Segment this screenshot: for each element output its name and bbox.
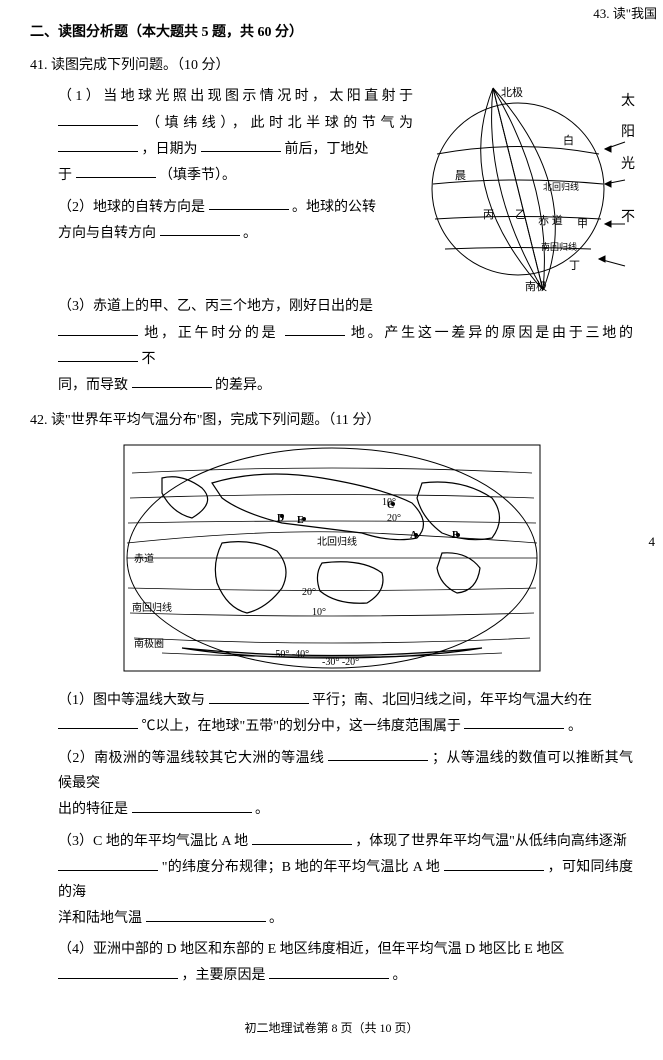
topright-note: 43. 读"我国 bbox=[593, 2, 657, 25]
text: 出的特征是 bbox=[58, 802, 128, 817]
q41-sub2: （2）地球的自转方向是 。地球的公转 方向与自转方向 。 bbox=[58, 194, 413, 246]
map-tropic-label: 北回归线 bbox=[317, 535, 357, 548]
section-header: 二、读图分析题（本大题共 5 题，共 60 分） bbox=[30, 20, 633, 45]
svg-text:20°: 20° bbox=[387, 513, 401, 524]
map-equator-label: 赤道 bbox=[134, 552, 154, 565]
text: ，日期为 bbox=[142, 141, 198, 156]
text: （填季节）。 bbox=[159, 167, 236, 182]
side-char: 太 bbox=[621, 89, 635, 114]
text: "的纬度分布规律；B 地的年平均气温比 A 地 bbox=[162, 860, 440, 875]
svg-text:10°: 10° bbox=[312, 607, 326, 618]
globe-day-label: 白 bbox=[563, 133, 574, 147]
text: 。 bbox=[243, 225, 257, 240]
map-tropic2-label: 南回归线 bbox=[132, 601, 172, 614]
svg-text:-50° -40°: -50° -40° bbox=[272, 649, 309, 660]
blank bbox=[160, 220, 240, 237]
blank bbox=[58, 713, 138, 730]
q42-sub2: （2）南极洲的等温线较其它大洲的等温线 ；从等温线的数值可以推断其气候最突 出的… bbox=[58, 745, 633, 822]
blank bbox=[328, 745, 428, 762]
q41-sub3: （3）赤道上的甲、乙、丙三个地方，刚好日出的是 地，正午时分的是 地。产生这一差… bbox=[58, 294, 633, 397]
page-footer: 初二地理试卷第 8 页（共 10 页） bbox=[30, 1018, 633, 1040]
blank bbox=[285, 320, 345, 337]
svg-text:-30° -20°: -30° -20° bbox=[322, 657, 359, 668]
q42-sub3: （3）C 地的年平均气温比 A 地 ，体现了世界年平均气温"从低纬向高纬逐渐 "… bbox=[58, 828, 633, 931]
blank bbox=[58, 346, 138, 363]
blank bbox=[269, 962, 389, 979]
text: 同，而导致 bbox=[58, 377, 128, 392]
text: 洋和陆地气温 bbox=[58, 911, 142, 926]
blank bbox=[58, 962, 178, 979]
text: ，主要原因是 bbox=[182, 968, 266, 983]
text: 平行；南、北回归线之间，年平均气温大约在 bbox=[312, 693, 592, 708]
text: 前后，丁地处 bbox=[285, 141, 369, 156]
globe-diagram: 北极 南极 晨 白 丙 乙 甲 丁 赤 道 北回归线 南回归线 bbox=[423, 84, 633, 294]
text: 方向与自转方向 bbox=[58, 225, 156, 240]
q41-header: 41. 读图完成下列问题。（10 分） bbox=[30, 53, 633, 78]
text: （4）亚洲中部的 D 地区和东部的 E 地区纬度相近，但年平均气温 D 地区比 … bbox=[58, 942, 564, 957]
map-antarctic-label: 南极圈 bbox=[134, 637, 164, 650]
globe-south-label: 南极 bbox=[525, 279, 547, 293]
q41-sub1: （1）当地球光照出现图示情况时，太阳直射于 （填纬线），此时北半球的节气为 ，日… bbox=[58, 84, 413, 187]
text: （1）当地球光照出现图示情况时，太阳直射于 bbox=[58, 89, 413, 104]
blank bbox=[132, 372, 212, 389]
text: 。 bbox=[568, 718, 582, 733]
q42-sub4: （4）亚洲中部的 D 地区和东部的 E 地区纬度相近，但年平均气温 D 地区比 … bbox=[58, 937, 633, 988]
text: ℃以上，在地球"五带"的划分中，这一纬度范围属于 bbox=[142, 718, 461, 733]
blank bbox=[58, 110, 138, 127]
text: 于 bbox=[58, 167, 72, 182]
text: 。 bbox=[255, 802, 269, 817]
globe-north-label: 北极 bbox=[501, 85, 523, 99]
text: （1）图中等温线大致与 bbox=[58, 693, 205, 708]
blank bbox=[252, 828, 352, 845]
side-char: 不 bbox=[621, 205, 635, 230]
text: （3）C 地的年平均气温比 A 地 bbox=[58, 834, 248, 849]
globe-hui-label: 晨 bbox=[455, 169, 466, 182]
text: 地，正午时分的是 bbox=[144, 325, 278, 340]
blank bbox=[209, 194, 289, 211]
globe-bing-label: 丙 bbox=[483, 209, 494, 221]
q42-sub1: （1）图中等温线大致与 平行；南、北回归线之间，年平均气温大约在 ℃以上，在地球… bbox=[58, 687, 633, 739]
text: 不 bbox=[142, 351, 156, 366]
q42-header: 42. 读"世界年平均气温分布"图，完成下列问题。（11 分） bbox=[30, 408, 633, 433]
globe-ding-label: 丁 bbox=[569, 260, 580, 272]
blank bbox=[444, 854, 544, 871]
question-42: 42. 读"世界年平均气温分布"图，完成下列问题。（11 分） 10° 2 bbox=[30, 408, 633, 989]
text: 的差异。 bbox=[215, 377, 271, 392]
text: 地。产生这一差异的原因是由于三地的 bbox=[351, 325, 633, 340]
globe-equator-label: 赤 道 bbox=[538, 213, 563, 227]
text: 。 bbox=[269, 911, 283, 926]
blank bbox=[146, 905, 266, 922]
blank bbox=[209, 687, 309, 704]
blank bbox=[201, 136, 281, 153]
globe-jia-label: 甲 bbox=[577, 218, 588, 230]
blank bbox=[132, 796, 252, 813]
blank bbox=[76, 162, 156, 179]
globe-yi-label: 乙 bbox=[515, 208, 526, 221]
blank bbox=[58, 136, 138, 153]
question-41: 41. 读图完成下列问题。（10 分） （1）当地球光照出现图示情况时，太阳直射… bbox=[30, 53, 633, 397]
blank bbox=[464, 713, 564, 730]
sun-rays-labels: 太 阳 光 不 bbox=[621, 83, 635, 236]
globe-tropic2-label: 南回归线 bbox=[541, 241, 577, 252]
world-temp-map: 10° 20° 北回归线 赤道 南回归线 南极圈 20° 10° -50° -4… bbox=[122, 443, 542, 673]
svg-text:20°: 20° bbox=[302, 587, 316, 598]
text: （2）地球的自转方向是 bbox=[58, 199, 205, 214]
side-char: 阳 bbox=[621, 120, 635, 145]
side-char: 光 bbox=[621, 152, 635, 177]
blank bbox=[58, 320, 138, 337]
text: （2）南极洲的等温线较其它大洲的等温线 bbox=[58, 750, 324, 765]
text: （填纬线），此时北半球的节气为 bbox=[146, 115, 413, 130]
text: ，体现了世界年平均气温"从低纬向高纬逐渐 bbox=[355, 834, 627, 849]
globe-tropic-label: 北回归线 bbox=[543, 181, 579, 192]
blank bbox=[58, 854, 158, 871]
side-mark: 4 bbox=[649, 530, 656, 553]
text: （3）赤道上的甲、乙、丙三个地方，刚好日出的是 bbox=[58, 299, 373, 314]
text: 。 bbox=[393, 968, 407, 983]
text: 。地球的公转 bbox=[292, 199, 376, 214]
